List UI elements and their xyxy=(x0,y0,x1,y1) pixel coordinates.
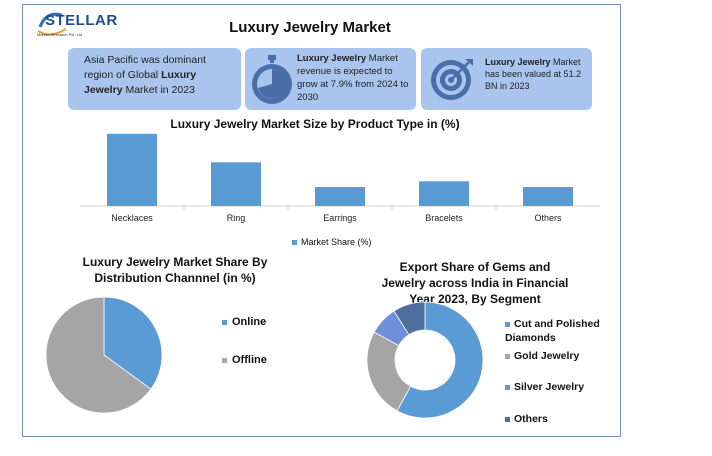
info-card-valuation: Luxury Jewelry Market has been valued at… xyxy=(421,48,592,110)
legend-label: Offline xyxy=(232,354,267,366)
donut-slice xyxy=(396,301,484,419)
x-tick-label: Bracelets xyxy=(425,213,463,223)
donut-legend-diamonds: Cut and Polished Diamonds xyxy=(505,317,620,345)
donut-slice xyxy=(393,301,426,336)
card-text: Luxury Jewelry Market has been valued at… xyxy=(485,57,582,91)
legend-swatch xyxy=(222,357,227,363)
bar-chart: Necklaces Ring Earrings Bracelets Others xyxy=(80,133,600,223)
legend-label: Gold Jewelry xyxy=(514,350,580,362)
donut-legend-gold: Gold Jewelry xyxy=(505,349,620,363)
donut-legend-silver: Silver Jewelry xyxy=(505,380,620,394)
x-tick-label: Ring xyxy=(227,213,246,223)
bar xyxy=(419,181,469,206)
bar xyxy=(523,187,573,206)
page-title: Luxury Jewelry Market xyxy=(229,19,391,36)
card-text: Luxury Jewelry Market revenue is expecte… xyxy=(297,53,409,103)
info-card-region: Asia Pacific was dominant region of Glob… xyxy=(68,48,241,110)
legend-swatch xyxy=(505,321,510,327)
legend-label: Others xyxy=(514,413,548,425)
bar-chart-title: Luxury Jewelry Market Size by Product Ty… xyxy=(170,117,460,131)
donut-chart-title: Export Share of Gems and Jewelry across … xyxy=(381,260,569,306)
x-tick-label: Necklaces xyxy=(111,213,153,223)
logo-subtitle: Market Research Pvt. Ltd. xyxy=(37,32,84,37)
stopwatch-icon xyxy=(252,55,292,104)
legend-label: Market Share (%) xyxy=(301,237,372,247)
donut-legend-others: Others xyxy=(505,412,620,426)
pie-legend-online: Online xyxy=(222,316,266,328)
bar xyxy=(211,162,261,206)
pie-slice xyxy=(45,296,152,414)
pie-chart xyxy=(45,296,163,414)
x-tick-label: Earrings xyxy=(323,213,357,223)
stellar-logo xyxy=(37,12,67,36)
legend-label: Cut and Polished Diamonds xyxy=(505,318,600,344)
logo-name: STELLAR xyxy=(45,12,118,29)
bar-legend: Market Share (%) xyxy=(292,237,372,247)
legend-label: Silver Jewelry xyxy=(514,381,585,393)
info-card-growth: Luxury Jewelry Market revenue is expecte… xyxy=(245,48,416,110)
card-text: Asia Pacific was dominant region of Glob… xyxy=(84,54,206,96)
legend-swatch xyxy=(505,416,510,422)
legend-swatch xyxy=(505,384,510,390)
pie-chart-title: Luxury Jewelry Market Share By Distribut… xyxy=(82,255,268,285)
x-tick-label: Others xyxy=(534,213,562,223)
bar xyxy=(107,133,157,206)
pie-slice xyxy=(103,296,163,390)
pie-legend-offline: Offline xyxy=(222,354,267,366)
infographic-frame xyxy=(22,4,621,437)
donut-chart xyxy=(366,301,484,419)
target-icon xyxy=(431,59,473,100)
legend-label: Online xyxy=(232,316,267,328)
bar xyxy=(315,187,365,206)
legend-swatch xyxy=(222,319,227,325)
legend-swatch xyxy=(292,240,297,246)
legend-swatch xyxy=(505,353,510,359)
